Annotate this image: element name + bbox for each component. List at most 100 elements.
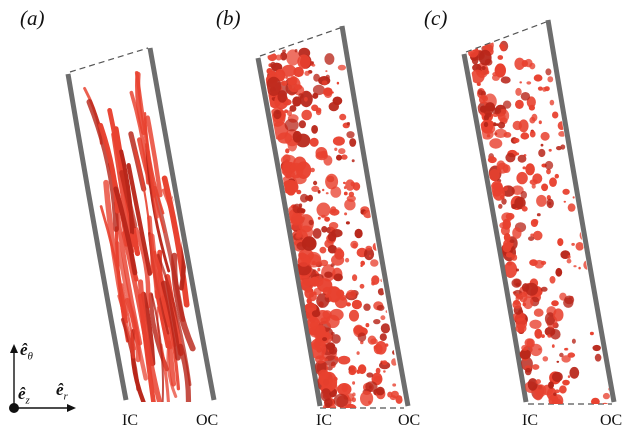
vortex-blob: [379, 333, 387, 341]
streak: [99, 205, 129, 324]
vortex-blob: [519, 349, 531, 360]
vortex-blob: [333, 393, 349, 408]
vortex-blob: [571, 242, 575, 246]
vortex-blob: [567, 203, 576, 212]
vortex-blob: [552, 111, 559, 119]
vortex-blob: [548, 381, 554, 389]
vortex-blob: [320, 388, 332, 402]
panel-c-outer-wall: [545, 19, 617, 403]
vortex-blob: [492, 74, 500, 81]
panel-a-label: (a): [20, 6, 45, 30]
panel-c-vortices: [468, 38, 612, 404]
vortex-blob: [343, 191, 348, 196]
vortex-blob: [385, 310, 389, 313]
vortex-blob: [345, 221, 350, 225]
streak: [145, 115, 163, 198]
vortex-blob: [304, 195, 311, 201]
panel-a-inner-wall: [65, 73, 129, 401]
vortex-blob: [331, 254, 345, 266]
vortex-blob: [567, 254, 571, 259]
vortex-blob: [528, 236, 535, 242]
vortex-blob: [316, 202, 331, 218]
vortex-blob: [323, 155, 333, 166]
vortex-blob: [284, 109, 289, 114]
streak: [115, 241, 148, 381]
vortex-blob: [548, 148, 552, 152]
vortex-blob: [270, 61, 276, 69]
vortex-blob: [326, 366, 333, 371]
vortex-blob: [502, 242, 512, 253]
vortex-blob: [315, 107, 322, 113]
vortex-blob: [310, 276, 320, 287]
vortex-blob: [529, 130, 536, 138]
vortex-blob: [266, 76, 282, 97]
vortex-blob: [554, 173, 559, 179]
streak: [177, 343, 192, 402]
r-arrowhead: [67, 404, 76, 412]
vortex-blob: [325, 342, 336, 351]
panel-b-top-boundary: [259, 27, 341, 57]
vortex-blob: [526, 81, 532, 85]
vortex-blob: [538, 120, 542, 125]
streak: [133, 226, 151, 309]
vortex-blob: [512, 300, 522, 309]
panel-c-inner-wall: [461, 53, 529, 403]
vortex-blob: [289, 162, 304, 179]
vortex-blob: [356, 369, 361, 374]
vortex-blob: [498, 203, 503, 209]
panel-c-label: (c): [424, 6, 448, 30]
vortex-blob: [533, 308, 544, 317]
vortex-blob: [529, 319, 542, 329]
vortex-blob: [484, 58, 493, 66]
vortex-blob: [379, 361, 391, 370]
vortex-blob: [551, 300, 559, 307]
vortex-blob: [350, 240, 359, 249]
vortex-blob: [602, 392, 610, 400]
vortex-blob: [331, 334, 341, 344]
vortex-blob: [519, 81, 522, 84]
vortex-blob: [311, 310, 321, 318]
vortex-blob: [503, 185, 508, 192]
vortex-blob: [572, 196, 575, 199]
vortex-blob: [357, 332, 367, 342]
vortex-blob: [562, 188, 570, 195]
vortex-blob: [296, 207, 304, 214]
vortex-blob: [368, 385, 372, 389]
vortex-blob: [345, 257, 350, 263]
vortex-blob: [601, 402, 609, 404]
vortex-blob: [499, 222, 508, 229]
vortex-blob: [526, 96, 536, 108]
vortex-blob: [501, 212, 513, 223]
vortex-blob: [578, 266, 581, 270]
vortex-blob: [562, 379, 570, 386]
vortex-blob: [356, 351, 360, 355]
vortex-blob: [527, 378, 538, 391]
streak: [113, 186, 138, 276]
vortex-blob: [282, 154, 291, 164]
vortex-blob: [298, 252, 306, 259]
vortex-blob: [330, 186, 342, 198]
vortex-blob: [287, 76, 301, 93]
streak: [171, 252, 196, 352]
vortex-blob: [325, 173, 339, 190]
vortex-blob: [575, 242, 584, 251]
vortex-blob: [292, 96, 302, 107]
vortex-blob: [359, 283, 365, 289]
vortex-blob: [589, 331, 594, 336]
vortex-blob: [552, 371, 563, 382]
vortex-blob: [304, 97, 308, 102]
vortex-blob: [560, 144, 566, 150]
vortex-blob: [566, 258, 572, 264]
vortex-blob: [311, 124, 318, 134]
vortex-blob: [341, 384, 348, 393]
vortex-blob: [301, 109, 313, 121]
vortex-blob: [349, 365, 357, 375]
vortex-blob: [351, 159, 355, 163]
vortex-blob: [368, 254, 371, 258]
vortex-blob: [327, 286, 342, 303]
vortex-blob: [529, 179, 538, 186]
vortex-blob: [330, 206, 337, 214]
panel-c-top-boundary: [465, 21, 547, 53]
streak: [160, 280, 181, 361]
